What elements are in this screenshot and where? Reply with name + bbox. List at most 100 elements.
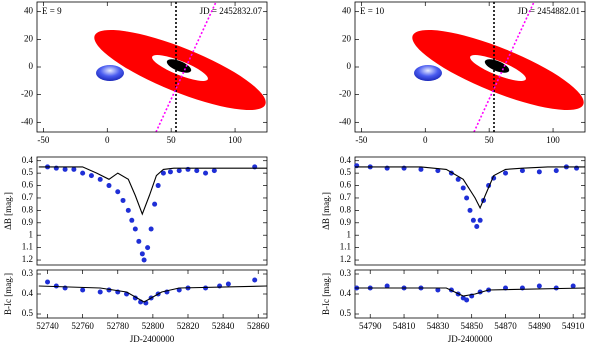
y-tick-label: 0.3 xyxy=(22,268,34,278)
data-point xyxy=(141,257,147,263)
data-point xyxy=(176,168,182,174)
data-point xyxy=(71,166,77,172)
data-point xyxy=(217,283,223,289)
data-point xyxy=(106,183,112,189)
y-tick-label: 0.8 xyxy=(340,204,352,214)
x-tick-label: 52800 xyxy=(142,321,165,331)
y-tick-label: 1.2 xyxy=(22,254,33,264)
x-tick-label: 54810 xyxy=(393,321,416,331)
data-point xyxy=(455,176,461,182)
data-point xyxy=(435,168,441,174)
x-tick-label: 100 xyxy=(546,135,560,145)
data-point xyxy=(503,170,509,176)
data-point xyxy=(435,287,441,293)
data-point xyxy=(553,285,559,291)
data-point xyxy=(464,297,470,303)
geometry-sketch xyxy=(403,2,585,132)
data-point xyxy=(62,166,68,172)
data-point xyxy=(460,185,466,191)
y-tick-label: 40 xyxy=(342,6,352,16)
y-tick-label: 0.7 xyxy=(22,192,34,202)
data-point xyxy=(160,170,166,176)
y-tick-label: 1.1 xyxy=(22,242,33,252)
data-point xyxy=(203,170,209,176)
data-point xyxy=(418,166,424,172)
x-tick-label: 52760 xyxy=(71,321,94,331)
y-tick-label: 0.5 xyxy=(340,167,352,177)
x-tick-label: 54790 xyxy=(359,321,382,331)
data-point xyxy=(145,245,151,251)
y-tick-label: 0.8 xyxy=(22,204,34,214)
x-tick-label: 50 xyxy=(485,135,495,145)
plot-frame xyxy=(36,156,268,266)
data-point xyxy=(536,169,542,175)
panel-annotation: E = 9 xyxy=(42,6,62,16)
x-tick-label: 52780 xyxy=(107,321,130,331)
y-tick-label: 1.2 xyxy=(340,254,351,264)
x-tick-label: 0 xyxy=(423,135,428,145)
panel-annotation: E = 10 xyxy=(360,6,385,16)
x-axis-label: JD-2400000 xyxy=(130,334,175,344)
y-tick-label: 0.5 xyxy=(22,308,34,318)
model-curve xyxy=(355,166,585,210)
y-tick-label: 1.1 xyxy=(340,242,351,252)
data-point xyxy=(167,169,173,175)
y-tick-label: 0.3 xyxy=(340,268,352,278)
data-point xyxy=(120,197,126,203)
x-tick-label: 52820 xyxy=(177,321,200,331)
y-tick-label: 0 xyxy=(347,61,352,71)
data-point xyxy=(148,226,154,232)
x-tick-label: 54890 xyxy=(528,321,551,331)
y-tick-label: -40 xyxy=(21,116,33,126)
x-tick-label: 54830 xyxy=(427,321,450,331)
model-curve xyxy=(38,166,267,216)
panel-annotation: JD = 2454882.01 xyxy=(518,6,580,16)
y-tick-label: 0.7 xyxy=(340,192,352,202)
x-tick-label: 54850 xyxy=(460,321,483,331)
data-point xyxy=(474,224,480,230)
panel-annotation: JD = 2452832.07 xyxy=(200,6,263,16)
x-tick-label: 52860 xyxy=(247,321,270,331)
data-point xyxy=(80,287,86,293)
data-point xyxy=(536,283,542,289)
x-tick-label: -50 xyxy=(355,135,367,145)
y-tick-label: 0.9 xyxy=(22,217,34,227)
plot-frame xyxy=(36,269,268,319)
geometry-shapes xyxy=(403,2,585,132)
data-point xyxy=(384,283,390,289)
data-point xyxy=(155,183,161,189)
y-tick-label: 0.9 xyxy=(340,217,352,227)
data-point xyxy=(203,285,209,291)
data-point xyxy=(477,217,483,223)
plot-frame xyxy=(354,156,586,266)
x-tick-label: 0 xyxy=(105,135,110,145)
x-tick-label: 100 xyxy=(228,135,242,145)
x-tick-label: 50 xyxy=(167,135,177,145)
y-tick-label: 0.4 xyxy=(340,288,352,298)
x-tick-label: 52740 xyxy=(36,321,59,331)
y-tick-label: 0.4 xyxy=(340,155,352,165)
plot-frame xyxy=(354,269,586,319)
data-point xyxy=(470,217,476,223)
data-point xyxy=(570,283,576,289)
y-tick-label: 0.4 xyxy=(22,155,34,165)
data-point xyxy=(125,207,131,213)
y-tick-label: -40 xyxy=(339,116,351,126)
data-point xyxy=(252,277,258,283)
data-point xyxy=(97,176,103,182)
y-tick-label: 0.4 xyxy=(22,288,34,298)
y-tick-label: 0.6 xyxy=(340,180,352,190)
y-axis-label: ΔB [mag.] xyxy=(3,192,13,230)
model-curve xyxy=(355,287,586,297)
data-point xyxy=(97,289,103,295)
y-tick-label: 1 xyxy=(347,229,352,239)
data-point xyxy=(132,226,138,232)
y-tick-label: 0.5 xyxy=(22,167,34,177)
y-axis-label: B-Ic [mag.] xyxy=(321,273,331,315)
x-axis-label: JD-2400000 xyxy=(448,334,493,344)
x-tick-label: 52840 xyxy=(212,321,235,331)
data-point xyxy=(129,217,135,223)
data-point xyxy=(464,195,470,201)
data-point xyxy=(45,279,51,285)
y-tick-label: -20 xyxy=(21,89,33,99)
